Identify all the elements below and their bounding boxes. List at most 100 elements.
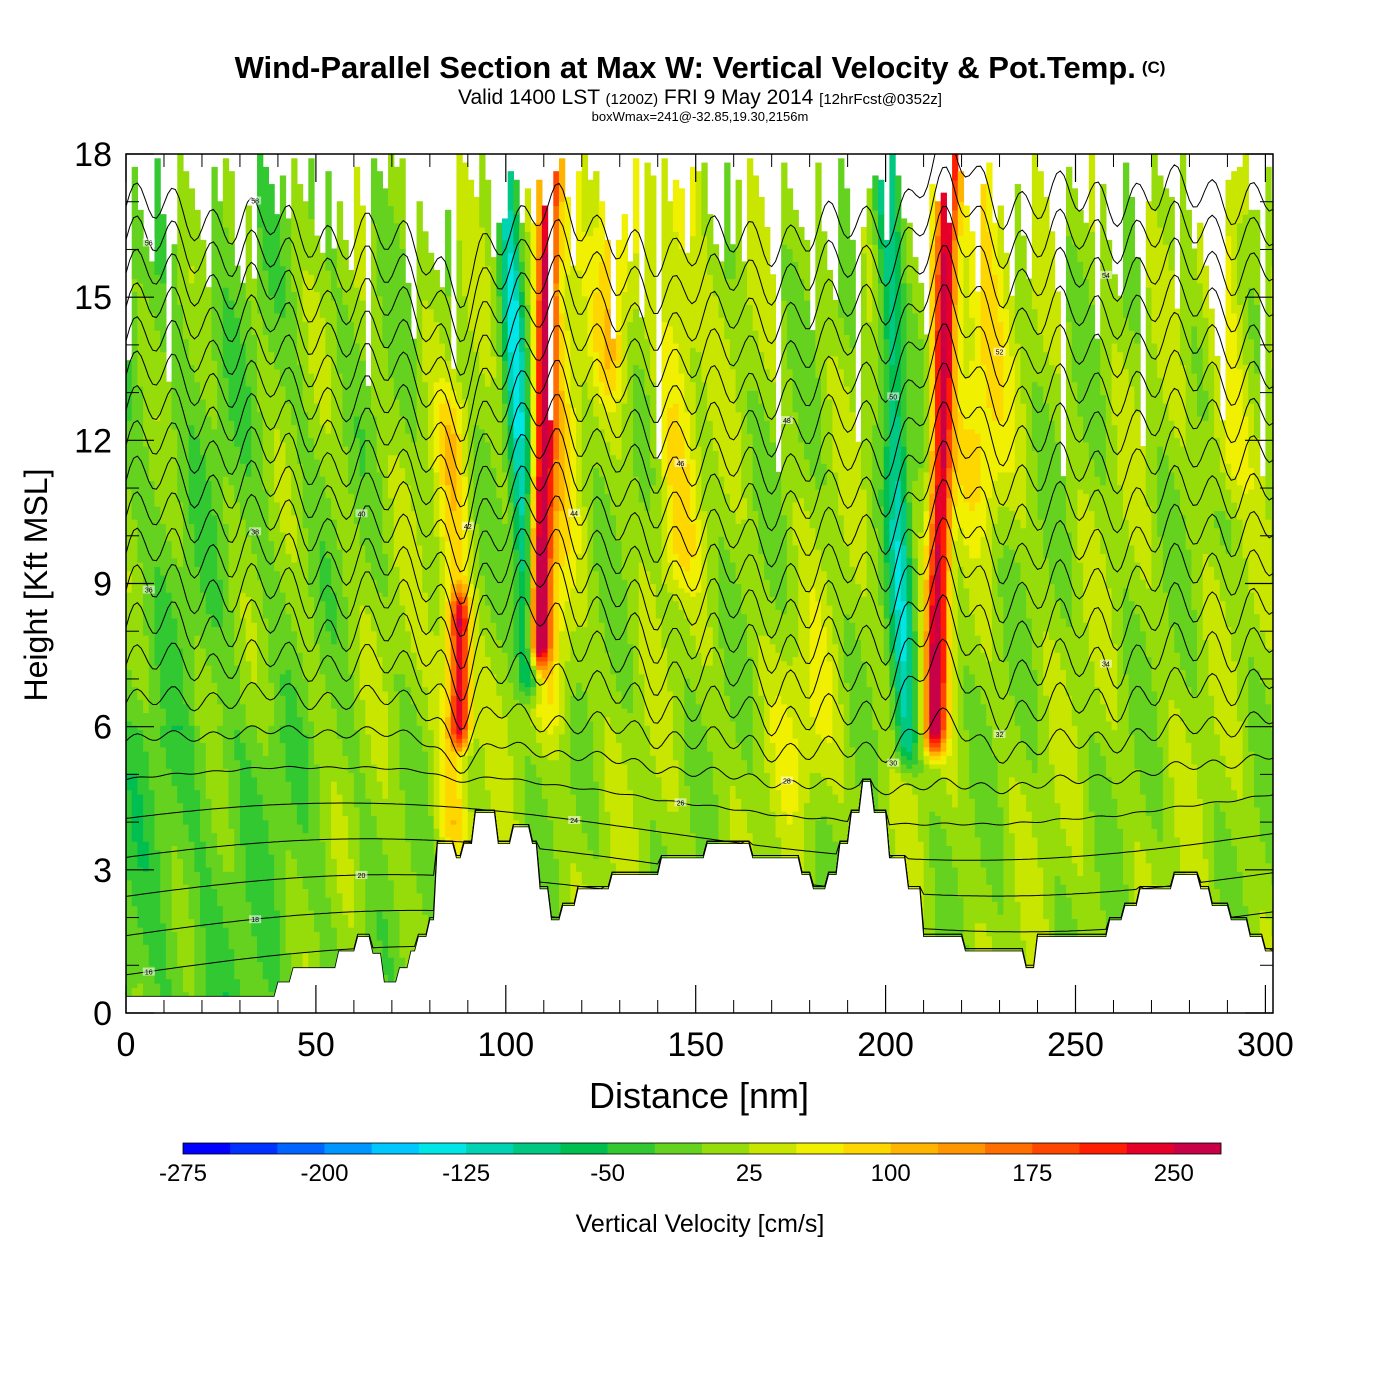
w-cell [399, 467, 406, 606]
w-cell [211, 428, 218, 516]
w-cell [279, 742, 287, 1013]
w-cell [1219, 510, 1227, 546]
w-cell [541, 656, 549, 662]
w-cell [576, 269, 583, 516]
w-cell [1231, 501, 1238, 662]
w-cell [1236, 484, 1244, 520]
w-cell [200, 592, 207, 649]
w-cell [1225, 828, 1232, 984]
w-cell [188, 265, 195, 284]
w-cell [160, 574, 167, 709]
w-cell [342, 755, 349, 817]
w-cell [456, 592, 463, 597]
w-cell [940, 763, 947, 778]
theta-label: 54 [1099, 270, 1112, 280]
w-cell [410, 652, 418, 705]
w-cell [581, 690, 589, 834]
w-cell [889, 613, 896, 653]
w-cell [251, 334, 258, 555]
w-cell [838, 703, 845, 804]
w-cell [285, 781, 292, 851]
w-cell [188, 918, 195, 1006]
w-cell [1185, 209, 1192, 550]
w-cell [923, 510, 930, 546]
theta-contour [126, 323, 1273, 475]
w-cell [502, 218, 509, 241]
w-cell [262, 489, 270, 619]
w-cell [1088, 304, 1096, 460]
w-cell [194, 871, 201, 1013]
w-cell [860, 252, 868, 490]
w-cell [974, 635, 982, 688]
w-cell [205, 416, 213, 482]
w-cell [456, 381, 463, 404]
w-cell [148, 789, 156, 967]
w-cell [809, 476, 816, 529]
w-cell [513, 269, 520, 301]
w-cell [570, 407, 577, 589]
theta-label: 24 [568, 815, 581, 825]
w-cell [217, 703, 224, 726]
w-cell [564, 196, 571, 275]
w-cell [1071, 725, 1079, 864]
w-cell [906, 282, 913, 503]
w-cell [234, 317, 241, 447]
w-cell [581, 231, 589, 297]
w-cell [319, 841, 326, 971]
w-cell [1225, 776, 1232, 829]
w-cell [610, 454, 617, 516]
w-cell [382, 596, 389, 692]
w-cell [1248, 656, 1255, 752]
w-cell [245, 759, 252, 902]
w-cell [433, 321, 440, 383]
w-cell [1219, 811, 1227, 950]
w-cell [285, 553, 292, 615]
w-cell [154, 274, 161, 331]
w-cell [291, 802, 298, 859]
w-cell [200, 841, 207, 928]
w-cell [1145, 201, 1153, 288]
theta-contour [126, 517, 1273, 639]
theta-contour [126, 778, 1273, 897]
w-cell [798, 497, 805, 894]
w-cell [205, 866, 213, 1006]
w-cell [1254, 304, 1261, 374]
w-cell [296, 824, 304, 877]
w-cell [786, 665, 794, 718]
w-cell [621, 403, 628, 580]
w-cell [792, 656, 799, 739]
w-cell [143, 751, 150, 842]
w-cell [912, 763, 919, 778]
w-cell [1060, 617, 1067, 670]
w-cell [285, 467, 292, 555]
w-cell [832, 471, 839, 645]
w-cell [536, 716, 543, 744]
terrain-mask [126, 781, 1273, 1013]
w-cell [433, 269, 440, 323]
w-cell [849, 622, 856, 748]
w-cell [342, 596, 349, 756]
theta-label: 46 [674, 458, 687, 468]
w-cell [308, 720, 315, 911]
w-cell [906, 604, 913, 752]
w-cell [1157, 841, 1164, 907]
w-cell [769, 441, 777, 597]
y-axis-label: Height [Kft MSL] [18, 469, 54, 702]
w-cell [724, 338, 731, 494]
w-cell [456, 154, 463, 241]
w-cell [593, 781, 600, 859]
w-cell [513, 699, 520, 821]
w-cell [735, 583, 742, 744]
x-axis-label: Distance [nm] [589, 1075, 809, 1116]
w-cell [490, 673, 497, 825]
w-cell [319, 476, 326, 542]
w-cell [211, 888, 218, 1013]
w-cell [416, 201, 423, 546]
potential-temperature-contours: 1618202426283032343638404244464850525456… [126, 154, 1273, 977]
w-cell [752, 390, 759, 512]
w-cell [388, 957, 395, 988]
w-cell [929, 549, 936, 576]
w-cell [1037, 866, 1044, 1006]
w-cell [171, 845, 178, 932]
w-cell [1259, 841, 1267, 911]
